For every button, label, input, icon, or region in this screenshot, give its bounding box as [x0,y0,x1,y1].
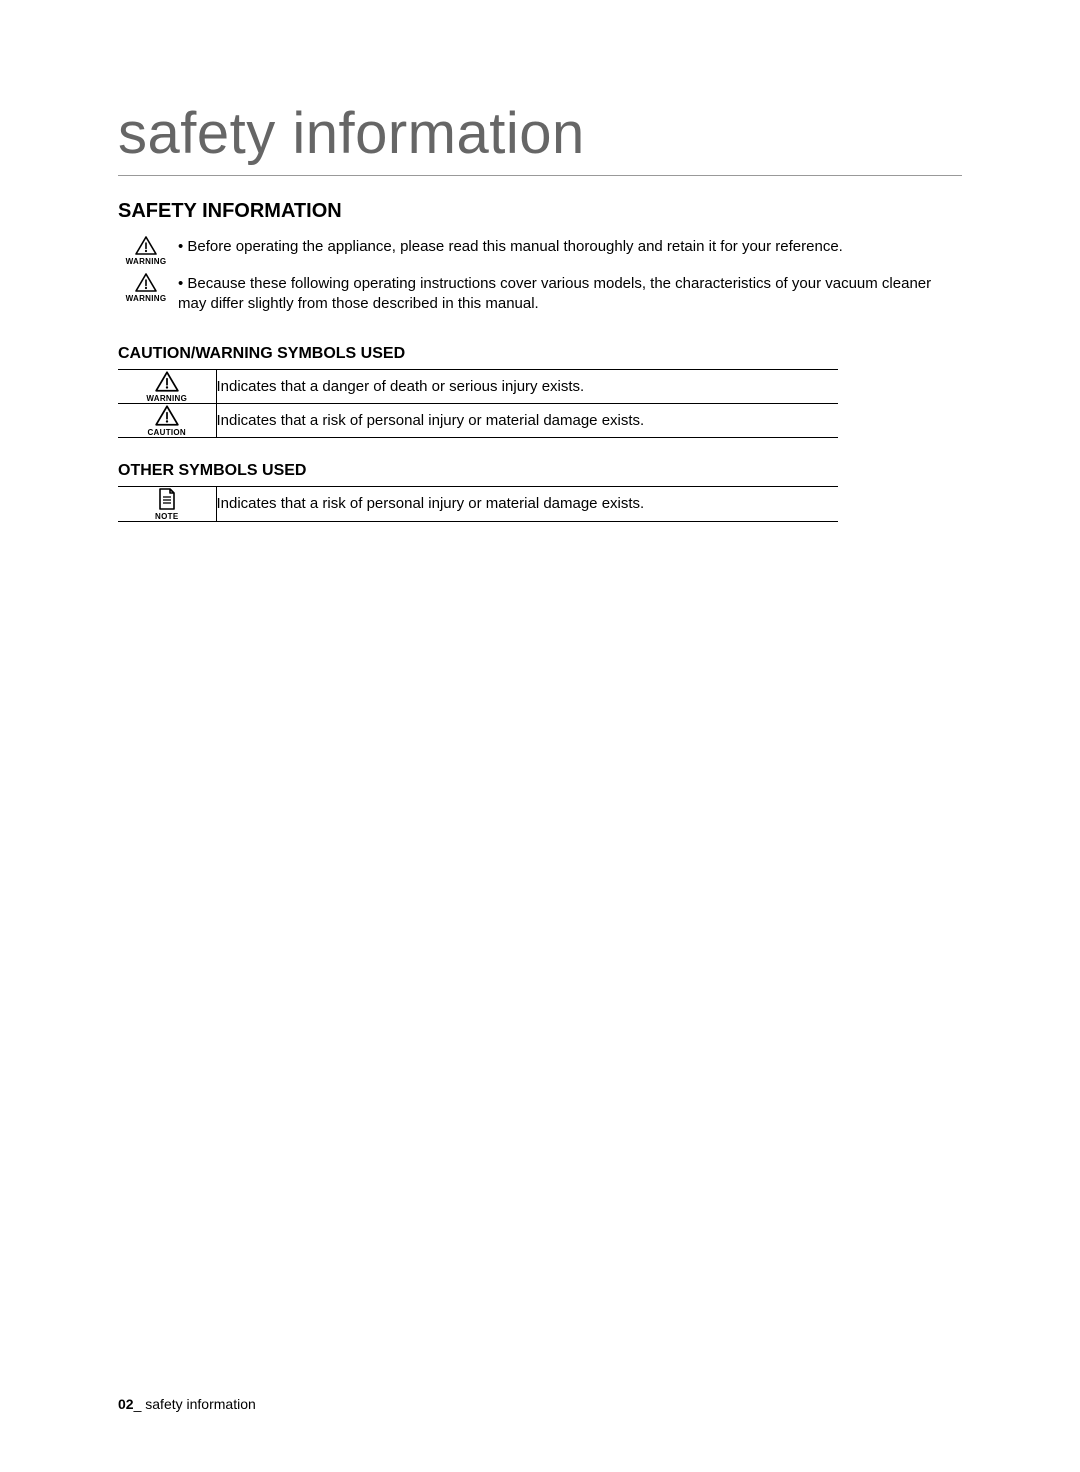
symbols-table-1: WARNING Indicates that a danger of death… [118,369,838,438]
caution-triangle-icon [154,404,180,427]
symbol-cell: NOTE [118,486,216,521]
symbol-desc: Indicates that a risk of personal injury… [216,486,838,521]
footer-label: safety information [145,1396,256,1412]
warning-bullet-1: WARNING Before operating the appliance, … [118,235,962,266]
warning-triangle-icon [134,272,158,293]
warning-icon-label: WARNING [126,294,167,303]
page-footer: 02_ safety information [118,1396,256,1412]
bullet-text: Because these following operating instru… [178,272,962,315]
page-number: 02 [118,1396,134,1412]
table-row: WARNING Indicates that a danger of death… [118,369,838,403]
table-row: NOTE Indicates that a risk of personal i… [118,486,838,521]
table-row: CAUTION Indicates that a risk of persona… [118,403,838,437]
symbols-table-2: NOTE Indicates that a risk of personal i… [118,486,838,522]
warning-bullet-2: WARNING Because these following operatin… [118,272,962,315]
note-document-icon [156,487,178,511]
warning-icon-block: WARNING [118,272,174,303]
symbol-label: CAUTION [147,428,186,437]
footer-sep: _ [134,1396,146,1412]
symbol-desc: Indicates that a danger of death or seri… [216,369,838,403]
page-title: safety information [118,100,962,176]
subsection-heading-1: CAUTION/WARNING SYMBOLS USED [118,345,962,363]
section-heading: SAFETY INFORMATION [118,200,962,223]
warning-triangle-icon [154,370,180,393]
warning-triangle-icon [134,235,158,256]
warning-icon-block: WARNING [118,235,174,266]
symbol-label: NOTE [155,512,178,521]
symbol-desc: Indicates that a risk of personal injury… [216,403,838,437]
symbol-cell: CAUTION [118,403,216,437]
subsection-heading-2: OTHER SYMBOLS USED [118,462,962,480]
symbol-label: WARNING [146,394,187,403]
warning-icon-label: WARNING [126,257,167,266]
bullet-text: Before operating the appliance, please r… [178,235,843,257]
symbol-cell: WARNING [118,369,216,403]
